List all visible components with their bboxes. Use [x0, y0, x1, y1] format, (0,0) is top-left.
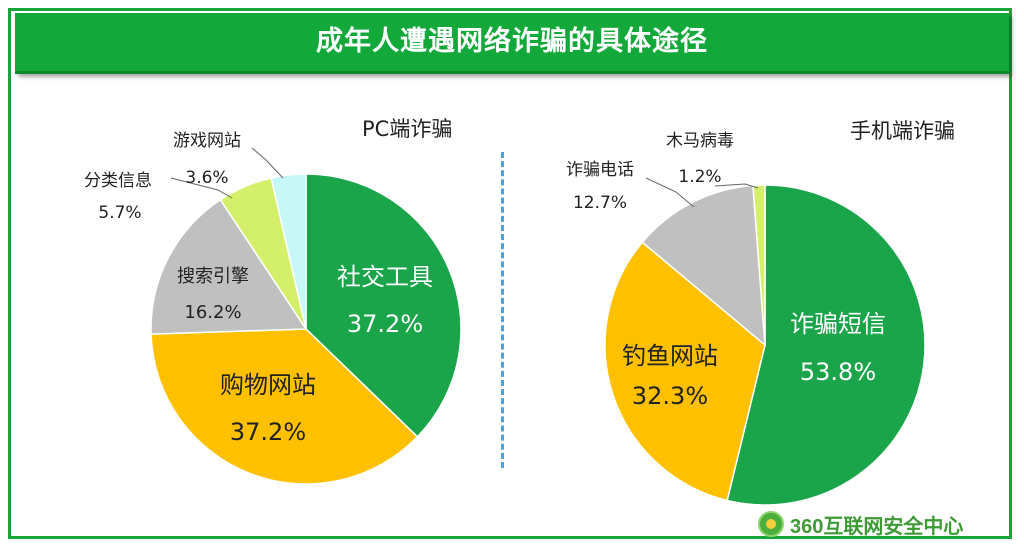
pie-slice-mobile-0: [726, 184, 926, 506]
slice-label: 木马病毒: [666, 131, 734, 151]
page-title: 成年人遭遇网络诈骗的具体途径: [316, 26, 708, 57]
slice-label: 诈骗电话: [566, 160, 634, 180]
pie-slice-mobile-1: [604, 241, 766, 502]
slice-label: 购物网站: [220, 371, 316, 399]
slide-border: [8, 8, 1012, 539]
slice-value-label: 16.2%: [184, 302, 241, 323]
slice-value-label: 37.2%: [347, 310, 423, 338]
chart-divider: [501, 152, 504, 468]
title-banner: 成年人遭遇网络诈骗的具体途径: [15, 13, 1009, 74]
slice-label: 钓鱼网站: [622, 342, 718, 370]
slice-value-label: 12.7%: [573, 193, 627, 213]
pie-slice-pc-1: [150, 328, 419, 485]
pie-slice-pc-4: [270, 173, 307, 330]
pc-pie-chart: 社交工具 37.2% 购物网站 37.2% 搜索引擎 16.2% 分类信息 5.7% 游戏网站 3…: [84, 131, 462, 485]
slice-label: 社交工具: [337, 263, 433, 291]
brand-name: 360互联网安全中心: [790, 515, 964, 538]
slice-value-label: 1.2%: [678, 167, 721, 187]
pie-slice-mobile-2: [641, 184, 766, 347]
slice-label: 分类信息: [84, 171, 152, 191]
slice-value-label: 5.7%: [98, 203, 141, 223]
pie-slice-pc-2: [150, 198, 308, 335]
brand-logo: 360互联网安全中心: [758, 508, 963, 540]
pie-slice-mobile-3: [752, 184, 766, 346]
slice-label: 游戏网站: [173, 131, 241, 151]
360-shield-icon: [758, 511, 784, 537]
slice-value-label: 53.8%: [800, 358, 876, 386]
mobile-chart-title: 手机端诈骗: [850, 119, 955, 143]
pc-chart-title: PC端诈骗: [362, 117, 453, 141]
pie-slice-pc-0: [305, 173, 462, 438]
slice-value-label: 37.2%: [230, 418, 306, 446]
slice-value-label: 3.6%: [185, 168, 228, 188]
slice-label: 搜索引擎: [177, 266, 249, 287]
slice-value-label: 32.3%: [632, 382, 708, 410]
mobile-pie-chart: 诈骗短信 53.8% 钓鱼网站 32.3% 诈骗电话 12.7% 木马病毒 1.2%: [566, 131, 926, 506]
slice-label: 诈骗短信: [790, 310, 886, 338]
leader-line: [645, 177, 695, 208]
leader-line: [170, 177, 233, 199]
leader-line: [714, 183, 759, 189]
leader-line: [251, 147, 284, 179]
